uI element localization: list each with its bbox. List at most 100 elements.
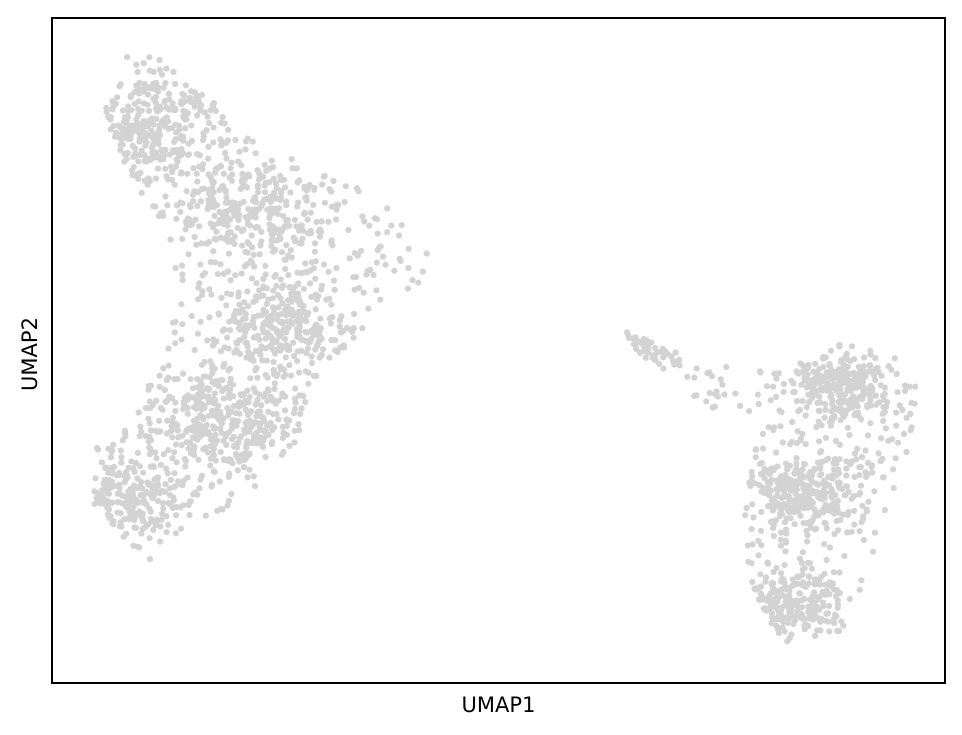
scatter-point [777,542,785,549]
scatter-point [244,343,251,350]
scatter-point [153,397,160,404]
scatter-point [194,491,201,498]
scatter-point [826,591,833,598]
scatter-point [236,350,244,357]
scatter-point [170,68,177,75]
scatter-point [110,122,117,130]
scatter-point [814,369,821,376]
scatter-point [781,562,788,569]
scatter-point [745,558,752,565]
scatter-point [212,457,219,464]
scatter-point [313,372,320,379]
scatter-point [878,372,885,379]
scatter-point [780,501,788,508]
scatter-point [210,139,217,146]
scatter-point [359,213,366,220]
scatter-point [827,347,835,354]
scatter-point [814,387,821,395]
scatter-point [172,136,179,143]
scatter-point [280,213,287,220]
scatter-point [160,505,167,512]
scatter-point [834,497,842,504]
scatter-point [156,126,163,133]
scatter-point [242,146,249,153]
scatter-point [166,151,173,158]
scatter-point [253,364,260,372]
scatter-point [249,138,256,145]
scatter-point [146,444,153,451]
scatter-point [244,261,251,268]
scatter-point [790,621,797,628]
scatter-point [656,360,663,367]
scatter-point [223,194,230,201]
scatter-point [874,364,881,371]
scatter-point [793,506,801,513]
scatter-point [187,450,195,457]
scatter-point [179,271,186,278]
scatter-point [180,502,187,509]
scatter-point [834,597,841,604]
scatter-point [358,247,365,254]
scatter-point [865,498,872,505]
scatter-point [125,501,132,508]
scatter-point [235,308,242,315]
scatter-point [282,265,289,272]
scatter-point [881,384,888,391]
scatter-point [250,385,257,392]
scatter-point [713,388,720,395]
scatter-point [869,469,876,476]
scatter-point [106,476,113,483]
scatter-point [245,399,252,406]
scatter-point [851,521,858,528]
scatter-point [308,359,316,367]
scatter-point [179,200,186,207]
scatter-point [779,439,786,446]
scatter-point [163,529,170,536]
scatter-point [244,220,251,227]
scatter-point [280,176,288,183]
scatter-point [377,296,384,303]
scatter-point [242,138,250,145]
scatter-point [350,334,357,341]
scatter-point [871,488,878,495]
scatter-point [130,503,137,510]
scatter-point [231,311,238,318]
scatter-point [758,508,765,516]
scatter-point [790,582,797,589]
scatter-point [755,552,762,559]
scatter-point [843,483,851,490]
scatter-point [350,325,357,332]
scatter-point [285,297,292,304]
scatter-point [132,525,139,532]
scatter-point [805,608,812,616]
scatter-point [104,511,111,518]
scatter-point [188,137,196,144]
scatter-point [205,143,212,150]
scatter-point [770,466,777,474]
scatter-point [812,380,819,387]
scatter-point [830,466,838,473]
scatter-point [312,291,319,298]
scatter-point [792,612,799,619]
scatter-point [760,605,767,612]
scatter-point [118,459,125,466]
scatter-point [784,614,791,621]
scatter-point [326,186,333,193]
scatter-point [172,441,180,448]
scatter-point [293,165,300,172]
scatter-point [263,309,270,316]
scatter-point [278,249,286,256]
scatter-point [819,480,827,487]
scatter-point [145,415,152,422]
scatter-point [268,243,275,250]
scatter-point [225,456,232,463]
scatter-point [355,188,362,195]
scatter-point [262,189,269,196]
scatter-point [743,504,750,512]
scatter-point [225,238,232,245]
scatter-point [131,145,139,152]
scatter-point [134,475,141,482]
scatter-point [266,165,274,172]
scatter-point [757,527,765,535]
scatter-point [801,565,808,572]
